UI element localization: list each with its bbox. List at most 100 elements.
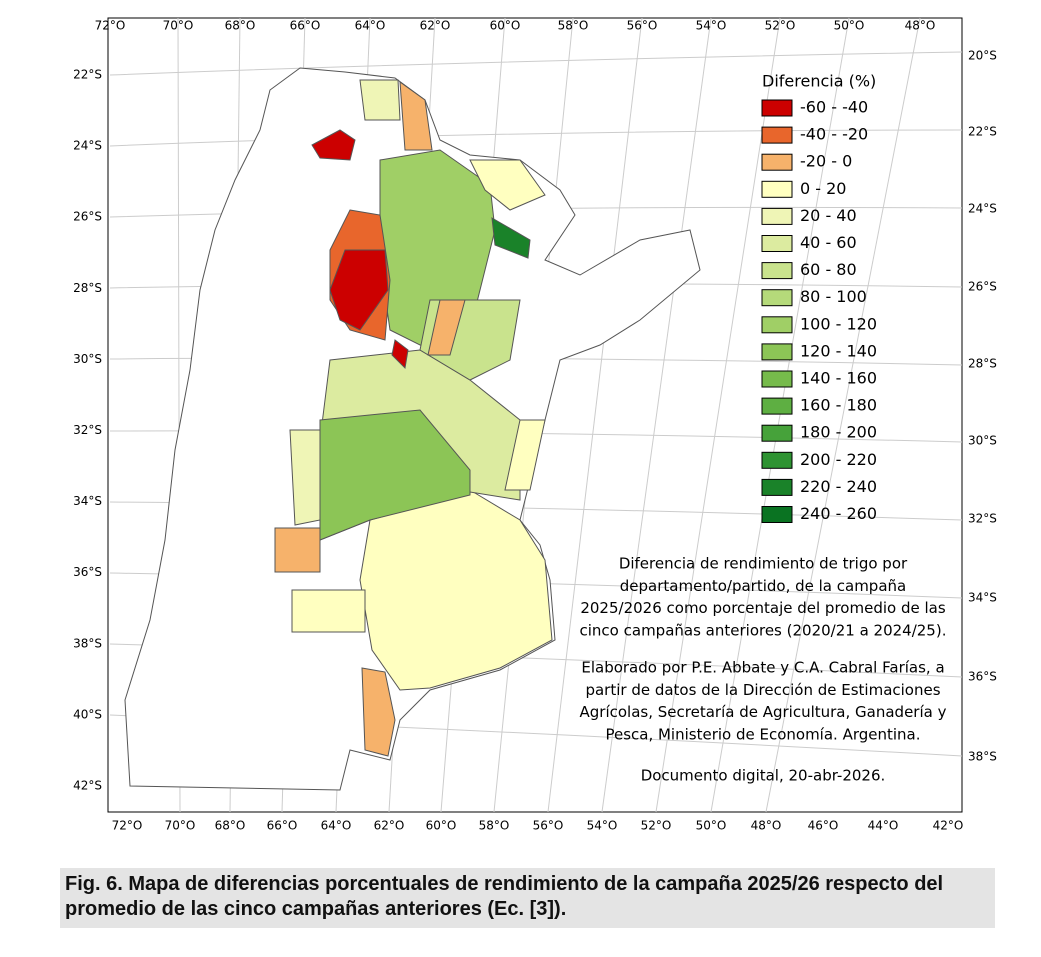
region [289,429,321,526]
longitude-label: 48°O [905,19,936,33]
description-line: Diferencia de rendimiento de trigo por [619,555,908,573]
latitude-label: 36°S [968,670,997,684]
longitude-label: 54°O [696,19,727,33]
region [391,339,409,370]
legend-label: -60 - -40 [800,98,868,117]
legend-swatch [761,126,793,144]
legend-swatch [761,235,793,252]
longitude-label: 56°O [627,19,658,33]
legend-label: 240 - 260 [800,504,877,523]
latitude-label: 28°S [968,357,997,371]
latitude-label: 32°S [968,512,997,526]
latitude-label: 42°S [73,779,102,793]
region [469,159,546,211]
legend-label: 180 - 200 [800,423,877,442]
legend-swatch [761,99,793,117]
latitude-label: 38°S [968,750,997,764]
longitude-label: 52°O [765,19,796,33]
latitude-label: 30°S [73,352,102,366]
longitude-label: 66°O [267,819,298,833]
legend-label: 200 - 220 [800,450,877,469]
latitude-label: 30°S [968,434,997,448]
credits-line: Elaborado por P.E. Abbate y C.A. Cabral … [581,659,944,677]
region [361,667,396,757]
legend-label: 120 - 140 [800,341,877,360]
latitude-label: 24°S [968,202,997,216]
description-line: 2025/2026 como porcentaje del promedio d… [580,599,945,617]
region [274,527,321,573]
latitude-label: 26°S [73,210,102,224]
legend-label: 20 - 40 [800,206,857,225]
legend-swatch [761,451,793,469]
region [504,419,546,491]
latitude-label: 34°S [968,591,997,605]
region [291,589,366,633]
latitude-label: 38°S [73,636,102,650]
longitude-label: 62°O [420,19,451,33]
latitude-label: 28°S [73,281,102,295]
legend-label: 0 - 20 [800,179,846,198]
longitude-label: 56°O [533,819,564,833]
longitude-label: 58°O [479,819,510,833]
description-line: departamento/partido, de la campaña [620,577,906,595]
legend-label: 60 - 80 [800,260,857,279]
longitude-label: 62°O [374,819,405,833]
longitude-label: 48°O [751,819,782,833]
region [329,249,389,331]
latitude-label: 22°S [968,125,997,139]
credits-line: Agrícolas, Secretaría de Agricultura, Ga… [580,703,947,721]
latitude-label: 20°S [968,49,997,63]
legend-swatch [761,370,793,388]
country-map [124,67,701,791]
credits-line: Pesca, Ministerio de Economía. Argentina… [605,725,920,743]
longitude-label: 42°O [933,819,964,833]
latitude-label: 34°S [73,494,102,508]
figure-caption: Fig. 6. Mapa de diferencias porcentuales… [60,868,995,928]
longitude-label: 72°O [112,819,143,833]
legend-swatch [761,506,793,523]
description-line: cinco campañas anteriores (2020/21 a 202… [580,621,947,639]
region [359,489,553,691]
region [399,80,433,151]
legend-title: Diferencia (%) [762,72,876,91]
longitude-label: 68°O [225,19,256,33]
legend-swatch [761,153,793,171]
latitude-label: 26°S [968,280,997,294]
legend-label: -20 - 0 [800,152,852,171]
legend-swatch [761,424,793,442]
longitude-label: 68°O [215,819,246,833]
longitude-label: 72°O [95,19,126,33]
longitude-label: 70°O [165,819,196,833]
legend-swatch [761,478,793,496]
latitude-label: 24°S [73,139,102,153]
legend-label: 160 - 180 [800,396,877,415]
region [359,79,401,121]
longitude-label: 46°O [808,819,839,833]
region [427,299,466,356]
legend-swatch [761,343,793,361]
latitude-label: 36°S [73,565,102,579]
longitude-label: 58°O [558,19,589,33]
longitude-label: 54°O [587,819,618,833]
legend-swatch [761,262,793,280]
longitude-label: 44°O [868,819,899,833]
legend-swatch [761,397,793,415]
longitude-label: 70°O [163,19,194,33]
map-figure: 72°O 70°O 68°O 66°O 64°O 62°O 60°O 58°O 56°O 54°O… [73,17,997,833]
longitude-label: 60°O [426,819,457,833]
region [311,129,356,161]
legend-swatch [761,289,793,307]
legend-label: 220 - 240 [800,477,877,496]
longitude-label: 60°O [490,19,521,33]
latitude-label: 22°S [73,68,102,82]
latitude-label: 32°S [73,423,102,437]
legend-label: 80 - 100 [800,287,867,306]
date-note: Documento digital, 20-abr-2026. [641,767,886,785]
longitude-label: 50°O [696,819,727,833]
legend-swatch [761,180,793,198]
latitude-label: 40°S [73,707,102,721]
longitude-label: 50°O [834,19,865,33]
longitude-label: 52°O [641,819,672,833]
longitude-label: 64°O [321,819,352,833]
